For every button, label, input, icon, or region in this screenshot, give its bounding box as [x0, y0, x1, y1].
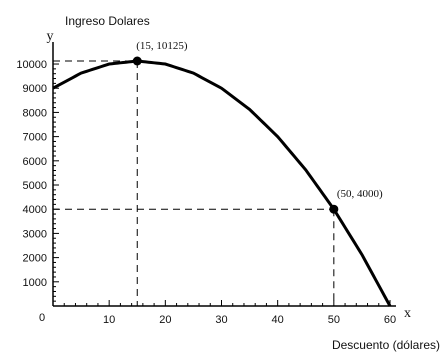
data-point-label: (50, 4000) [337, 188, 383, 200]
y-tick-label: 3000 [23, 228, 47, 240]
y-tick-label: 7000 [23, 132, 47, 144]
data-point-label: (15, 10125) [136, 40, 188, 52]
revenue-curve [52, 59, 392, 307]
x-ticks: 10 20 30 40 50 60 [63, 300, 396, 326]
x-axis-title: Descuento (dólares) [332, 338, 440, 352]
axes [52, 42, 396, 307]
x-tick-label: 20 [159, 314, 171, 326]
x-tick-label: 30 [215, 314, 227, 326]
y-tick-label: 5000 [23, 180, 47, 192]
y-axis-title: Ingreso Dolares [65, 14, 150, 28]
y-tick-label: 6000 [23, 156, 47, 168]
y-axis-variable: y [47, 29, 54, 44]
y-tick-label: 2000 [23, 253, 47, 265]
highlighted-points: (15, 10125) (50, 4000) [132, 40, 383, 214]
y-tick-label: 10000 [16, 59, 47, 71]
x-tick-label: 10 [103, 314, 115, 326]
y-tick-label: 4000 [23, 204, 47, 216]
y-tick-label: 1000 [23, 277, 47, 289]
x-tick-label: 60 [384, 314, 396, 326]
y-ticks: 1000 2000 3000 4000 5000 6000 7000 8000 9000 1000… [16, 59, 59, 302]
data-point-marker [132, 56, 142, 66]
guide-lines [53, 60, 335, 306]
x-axis-variable: x [404, 306, 411, 321]
y-tick-label: 9000 [23, 83, 47, 95]
y-tick-label: 8000 [23, 107, 47, 119]
data-point-marker [329, 204, 339, 214]
x-tick-label: 40 [272, 314, 284, 326]
origin-label: 0 [39, 312, 45, 324]
x-tick-label: 50 [328, 314, 340, 326]
